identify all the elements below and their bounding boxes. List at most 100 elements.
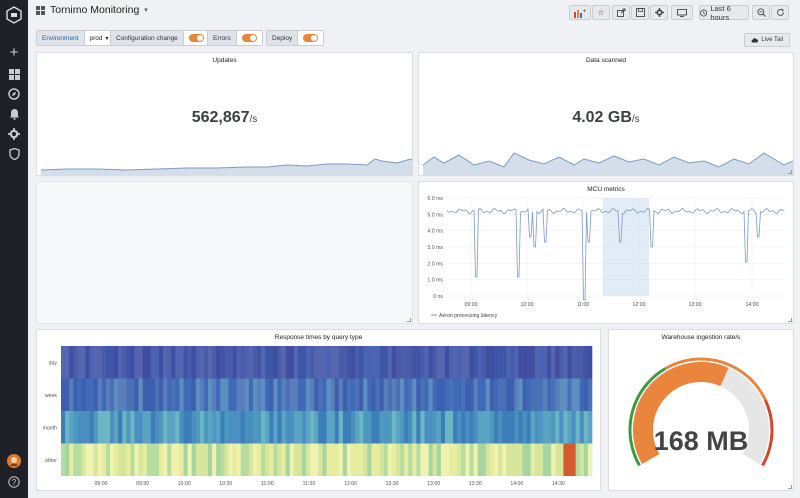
heatmap-cell — [203, 443, 209, 476]
heatmap-cell — [400, 378, 405, 411]
errors-toggle[interactable] — [241, 34, 257, 42]
refresh-button[interactable] — [771, 5, 789, 20]
heatmap-cell — [220, 443, 225, 476]
heatmap-cell — [473, 411, 478, 444]
heatmap-cell — [395, 411, 401, 444]
panel-mcu-metrics[interactable]: MCU metrics 6.0 ms 5.0 ms 4.0 ms 3.0 ms 2.0 … — [418, 181, 794, 324]
heatmap-cell — [338, 378, 344, 411]
add-panel-button[interactable]: + — [569, 5, 591, 20]
heatmap-cell — [187, 378, 192, 411]
heatmap-cell — [154, 443, 160, 476]
heatmap-cell — [293, 443, 299, 476]
panel-warehouse-ingestion[interactable]: Warehouse ingestion rate/s 168 MB — [608, 329, 794, 491]
heatmap-cell — [65, 378, 70, 411]
variable-deploy: Deploy — [266, 30, 325, 46]
heatmap-cell — [150, 411, 156, 444]
heatmap-cell — [346, 411, 352, 444]
heatmap-cell — [97, 346, 103, 379]
time-range-picker[interactable]: Last 6 hours — [699, 4, 749, 22]
logo-icon[interactable] — [0, 4, 28, 26]
heatmap-cell — [297, 411, 303, 444]
resize-handle[interactable] — [788, 485, 792, 489]
panel-updates[interactable]: Updates 562,867/s — [36, 52, 413, 176]
heatmap-cell — [453, 346, 458, 379]
configuration-change-toggle[interactable] — [188, 34, 204, 42]
plus-icon[interactable]: + — [9, 43, 19, 61]
heatmap-cell — [163, 411, 168, 444]
heatmap-cell — [575, 411, 581, 444]
heatmap-cell — [379, 378, 384, 411]
help-icon[interactable]: ? — [0, 474, 28, 490]
heatmap-cell — [118, 411, 123, 444]
gear-icon[interactable] — [0, 126, 28, 142]
y-tick-label: 2.0 ms — [427, 261, 443, 267]
tv-mode-button[interactable] — [671, 5, 693, 20]
empty-panel-slot — [36, 181, 413, 324]
heatmap-cell — [167, 378, 172, 411]
x-tick-label: 11:00 — [577, 302, 590, 308]
share-button[interactable] — [612, 5, 630, 20]
heatmap-cell — [150, 378, 156, 411]
clock-icon — [700, 8, 708, 17]
panel-data-scanned[interactable]: Data scanned 4.02 GB/s — [418, 52, 794, 176]
heatmap-cell — [171, 443, 176, 476]
heatmap-cell — [461, 346, 466, 379]
heatmap-cell — [167, 346, 172, 379]
heatmap-cell — [522, 443, 527, 476]
heatmap-cell — [195, 411, 201, 444]
heatmap-cell — [583, 378, 589, 411]
heatmap-cell — [285, 443, 291, 476]
resize-handle[interactable] — [788, 318, 792, 322]
dashboards-icon[interactable] — [0, 66, 28, 82]
heatmap-cell — [440, 378, 446, 411]
variable-errors: Errors — [207, 30, 263, 46]
heatmap-cell — [555, 378, 560, 411]
heatmap-cell — [69, 411, 74, 444]
heatmap-cell — [93, 346, 99, 379]
panel-response-times[interactable]: Response times by query type day week mont… — [36, 329, 601, 491]
svg-text:+: + — [583, 9, 587, 15]
shield-icon[interactable] — [0, 146, 28, 162]
updates-value: 562,867 — [191, 109, 250, 126]
bell-icon[interactable] — [0, 106, 28, 122]
heatmap-cell — [277, 346, 282, 379]
heatmap-cell — [363, 443, 368, 476]
heatmap-cell — [285, 378, 291, 411]
heatmap-cell — [571, 378, 576, 411]
heatmap-cell — [375, 378, 380, 411]
heatmap-cell — [375, 411, 380, 444]
heatmap-cell — [326, 411, 331, 444]
heatmap-cell — [110, 443, 115, 476]
heatmap-cell — [404, 378, 409, 411]
heatmap-cell — [252, 346, 258, 379]
explore-icon[interactable] — [0, 86, 28, 102]
heatmap-cell — [416, 443, 421, 476]
heatmap-cell — [306, 411, 311, 444]
deploy-toggle[interactable] — [303, 34, 319, 42]
heatmap-cell — [114, 378, 119, 411]
heatmap-cell — [481, 443, 487, 476]
heatmap-cell — [538, 346, 544, 379]
avatar[interactable] — [0, 452, 28, 470]
settings-button[interactable] — [650, 5, 668, 20]
save-button[interactable] — [631, 5, 649, 20]
heatmap-cell — [530, 411, 536, 444]
heatmap-cell — [518, 411, 523, 444]
heatmap-cell — [555, 411, 560, 444]
heatmap-cell — [85, 443, 90, 476]
selection-region — [603, 198, 649, 296]
resize-handle[interactable] — [407, 318, 411, 322]
heatmap-cell — [171, 378, 176, 411]
heatmap-cell — [330, 378, 335, 411]
heatmap-cell — [498, 378, 503, 411]
star-button[interactable]: ☆ — [592, 5, 610, 20]
environment-select[interactable]: prod ▾ — [84, 30, 115, 46]
dashboard-title-picker[interactable]: Tornimo Monitoring ▾ — [36, 4, 148, 16]
zoom-out-button[interactable] — [752, 5, 770, 20]
heatmap-cell — [502, 443, 507, 476]
live-tail-button[interactable]: Live Tail — [744, 33, 790, 47]
heatmap-cell — [281, 411, 286, 444]
resize-handle[interactable] — [788, 170, 792, 174]
heatmap-cell — [69, 378, 74, 411]
heatmap-cell — [481, 346, 487, 379]
